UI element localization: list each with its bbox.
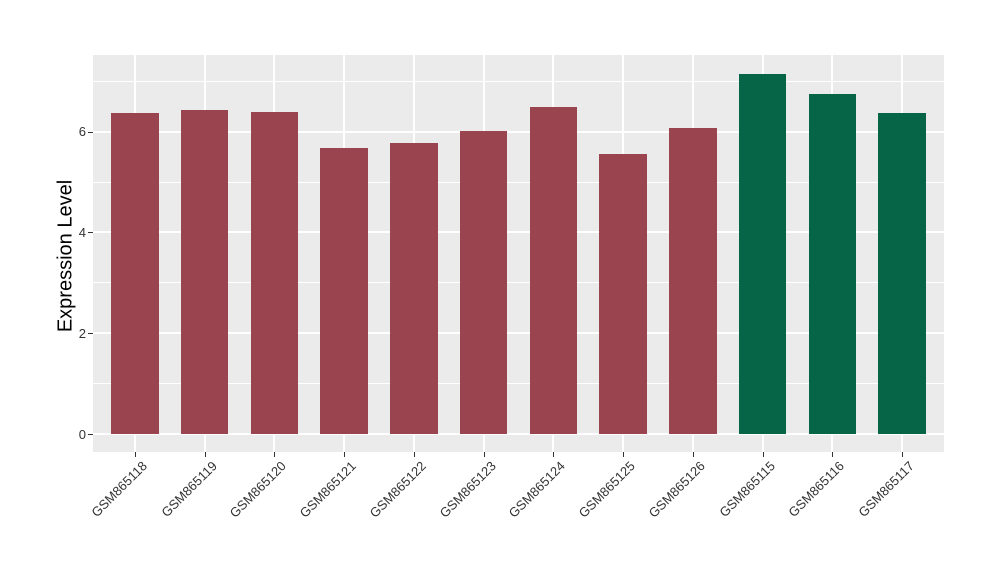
x-tick-label-GSM865120: GSM865120 [227,458,290,521]
x-tick-mark-GSM865115 [762,452,764,457]
y-tick-label-4: 4 [78,224,86,240]
bar-GSM865118 [111,113,159,434]
x-tick-mark-GSM865117 [902,452,904,457]
x-tick-mark-GSM865118 [134,452,136,457]
y-tick-mark-6 [88,131,93,133]
x-tick-mark-GSM865125 [623,452,625,457]
gridline-major-y-6 [93,130,944,133]
gridline-major-y-2 [93,332,944,335]
y-axis-title: Expression Level [54,179,77,333]
gridline-major-y-4 [93,231,944,234]
x-tick-label-GSM865124: GSM865124 [506,458,569,521]
bar-GSM865120 [250,112,299,434]
x-tick-label-GSM865115: GSM865115 [715,458,778,520]
x-tick-label-GSM865126: GSM865126 [645,458,708,521]
bar-GSM865119 [180,109,229,434]
x-tick-label-GSM865121: GSM865121 [296,458,360,521]
plot-panel [93,55,944,452]
bar-GSM865117 [878,113,926,434]
y-tick-mark-4 [88,232,93,234]
x-tick-mark-GSM865122 [413,452,415,457]
gridline-minor-y-3 [93,282,944,284]
y-tick-mark-2 [88,333,93,335]
x-tick-label-GSM865125: GSM865125 [575,458,639,521]
y-tick-label-2: 2 [78,325,86,341]
x-tick-label-GSM865117: GSM865117 [855,458,918,520]
gridline-minor-y-5 [93,181,944,183]
gridline-minor-y-1 [93,383,944,385]
bar-GSM865115 [738,74,787,434]
x-tick-mark-GSM865116 [832,452,834,457]
bar-GSM865124 [529,107,578,434]
gridline-major-y-0 [93,433,944,435]
x-tick-mark-GSM865119 [204,452,206,457]
bar-GSM865121 [320,148,368,434]
x-tick-mark-GSM865124 [553,452,555,457]
x-tick-label-GSM865116: GSM865116 [785,458,848,520]
y-tick-label-6: 6 [78,124,86,140]
x-tick-label-GSM865119: GSM865119 [157,458,220,520]
bar-GSM865125 [599,153,647,434]
gridline-minor-y-7 [93,80,944,82]
bar-GSM865122 [390,142,438,434]
x-tick-mark-GSM865120 [274,452,276,457]
x-tick-label-GSM865118: GSM865118 [88,458,150,520]
x-tick-label-GSM865122: GSM865122 [366,458,429,521]
bar-GSM865116 [808,93,857,434]
bar-GSM865126 [669,128,717,434]
x-tick-label-GSM865123: GSM865123 [436,458,499,521]
x-tick-mark-GSM865126 [692,452,694,457]
x-tick-mark-GSM865123 [483,452,485,457]
x-tick-mark-GSM865121 [344,452,346,457]
y-tick-label-0: 0 [78,426,86,442]
bar-GSM865123 [459,131,508,434]
y-tick-mark-0 [88,434,93,435]
